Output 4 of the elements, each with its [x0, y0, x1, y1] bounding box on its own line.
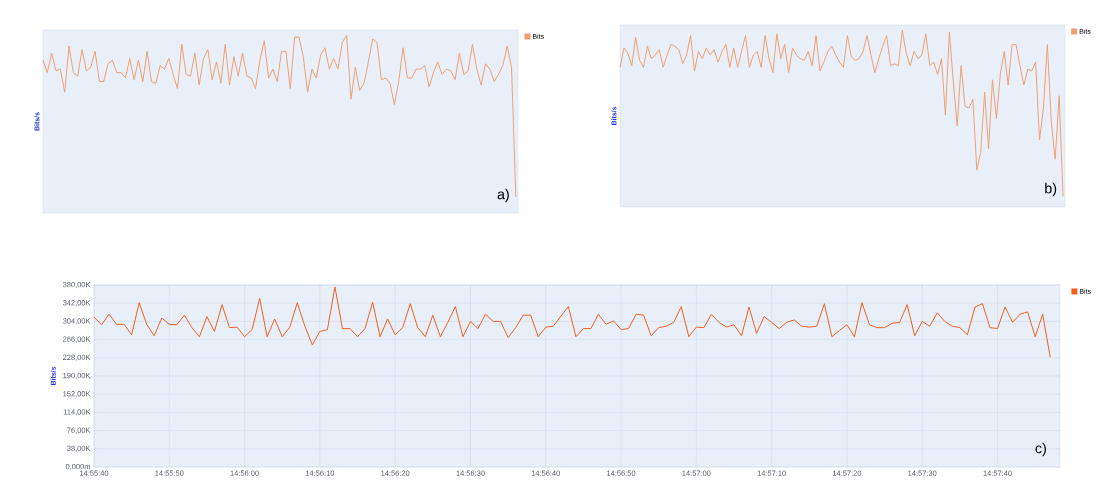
- annotation: b): [1045, 182, 1057, 197]
- annotation: c): [1035, 442, 1046, 457]
- annotation: a): [497, 188, 509, 203]
- line-series: [93, 286, 1051, 358]
